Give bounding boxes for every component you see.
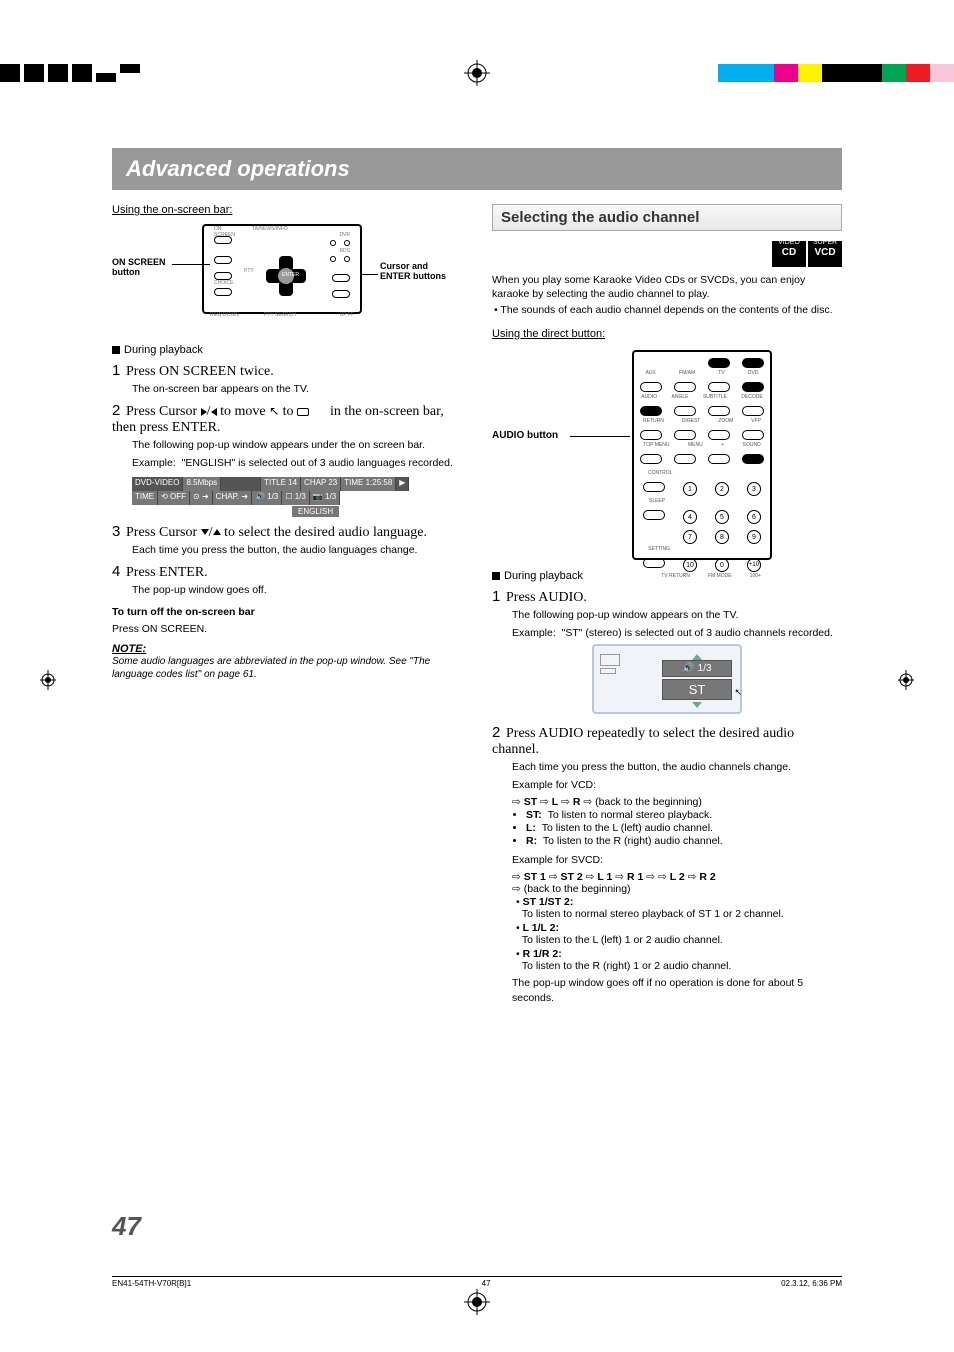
page-number: 47 [112,1211,141,1242]
example-svcd-heading: Example for SVCD: [512,853,842,867]
step-2-right: 2Press AUDIO repeatedly to select the de… [492,724,842,758]
remote-diagram-onscreen: ON SCREEN button TA/NEWS/INFO [112,224,462,334]
using-direct-heading: Using the direct button: [492,328,842,340]
r-step-1-sub2: Example: "ST" (stereo) is selected out o… [512,626,842,640]
intro-1: When you play some Karaoke Video CDs or … [492,273,842,301]
left-column: Using the on-screen bar: ON SCREEN butto… [112,204,462,1009]
r-step-2-sub: Each time you press the button, the audi… [512,760,842,774]
example-vcd-heading: Example for VCD: [512,778,842,792]
cursor-enter-label: Cursor and ENTER buttons [380,262,460,282]
svcd-list: • ST 1/ST 2: To listen to normal stereo … [516,896,842,972]
footer-mid: 47 [482,1279,491,1288]
using-onscreen-bar-heading: Using the on-screen bar: [112,204,462,216]
intro-2: • The sounds of each audio channel depen… [492,303,842,317]
step-3-sub: Each time you press the button, the audi… [132,543,462,557]
osd-bar-mock: DVD-VIDEO8.5MbpsTITLE 14CHAP 23TIME 1:25… [132,477,462,517]
vcd-cycle: ⇨ ST ⇨ L ⇨ R ⇨ (back to the beginning) [512,796,842,808]
section-heading: Selecting the audio channel [492,204,842,231]
step-1-right: 1Press AUDIO. [492,588,842,606]
step-2-sub1: The following pop-up window appears unde… [132,438,462,452]
turn-off-body: Press ON SCREEN. [112,623,462,635]
step-3-left: 3Press Cursor / to select the desired au… [112,523,462,541]
step-1-left: 1Press ON SCREEN twice. [112,362,462,380]
on-screen-button-label: ON SCREEN button [112,258,192,278]
during-playback-left: During playback [112,344,462,356]
note-heading: NOTE: [112,643,462,655]
audio-button-label: AUDIO button [492,430,558,441]
right-column: Selecting the audio channel VIDEOCDSUPER… [492,204,842,1009]
note-body: Some audio languages are abbreviated in … [112,655,462,681]
footer-left: EN41-54TH-V70R[B]1 [112,1279,191,1288]
osd-english-tag: ENGLISH [292,506,339,517]
side-crosshair-right [898,670,914,690]
page-content: Advanced operations Using the on-screen … [112,148,842,1009]
r-step-1-sub1: The following pop-up window appears on t… [512,608,842,622]
footer: EN41-54TH-V70R[B]1 47 02.3.12, 6:36 PM [112,1276,842,1288]
popup-window-mock: 🔊 1/3 ST ↖ [592,644,742,714]
side-crosshair-left [40,670,56,690]
svcd-cycle: ⇨ ST 1 ⇨ ST 2 ⇨ L 1 ⇨ R 1 ⇨ ⇨ L 2 ⇨ R 2⇨… [512,871,842,895]
registration-crosshair-top [464,60,490,86]
format-badges: VIDEOCDSUPERVCD [772,241,842,267]
page-title: Advanced operations [112,148,842,190]
step-4-sub: The pop-up window goes off. [132,583,462,597]
vcd-list: ST: To listen to normal stereo playback.… [526,809,842,847]
turn-off-heading: To turn off the on-screen bar [112,605,462,619]
step-1-sub: The on-screen bar appears on the TV. [132,382,462,396]
footer-right: 02.3.12, 6:36 PM [781,1279,842,1288]
registration-crosshair-bottom [464,1289,490,1318]
step-4-left: 4Press ENTER. [112,563,462,581]
remote-diagram-audio: AUDIO button AUXFM/AMTVDVD AUDIOANGLESUB… [492,350,842,560]
closing-note: The pop-up window goes off if no operati… [512,976,842,1004]
step-2-left: 2Press Cursor / to move ↖ to in the on-s… [112,402,462,436]
print-color-bars [718,64,954,82]
step-2-sub2: Example: "ENGLISH" is selected out of 3 … [132,456,462,470]
